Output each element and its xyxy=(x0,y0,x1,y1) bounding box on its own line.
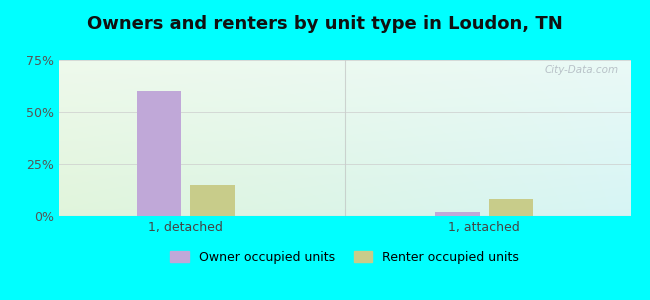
Text: Owners and renters by unit type in Loudon, TN: Owners and renters by unit type in Loudo… xyxy=(87,15,563,33)
Text: City-Data.com: City-Data.com xyxy=(545,65,619,75)
Legend: Owner occupied units, Renter occupied units: Owner occupied units, Renter occupied un… xyxy=(165,246,524,269)
Bar xyxy=(436,212,480,216)
Bar xyxy=(136,91,181,216)
Bar xyxy=(190,185,235,216)
Bar xyxy=(489,200,533,216)
